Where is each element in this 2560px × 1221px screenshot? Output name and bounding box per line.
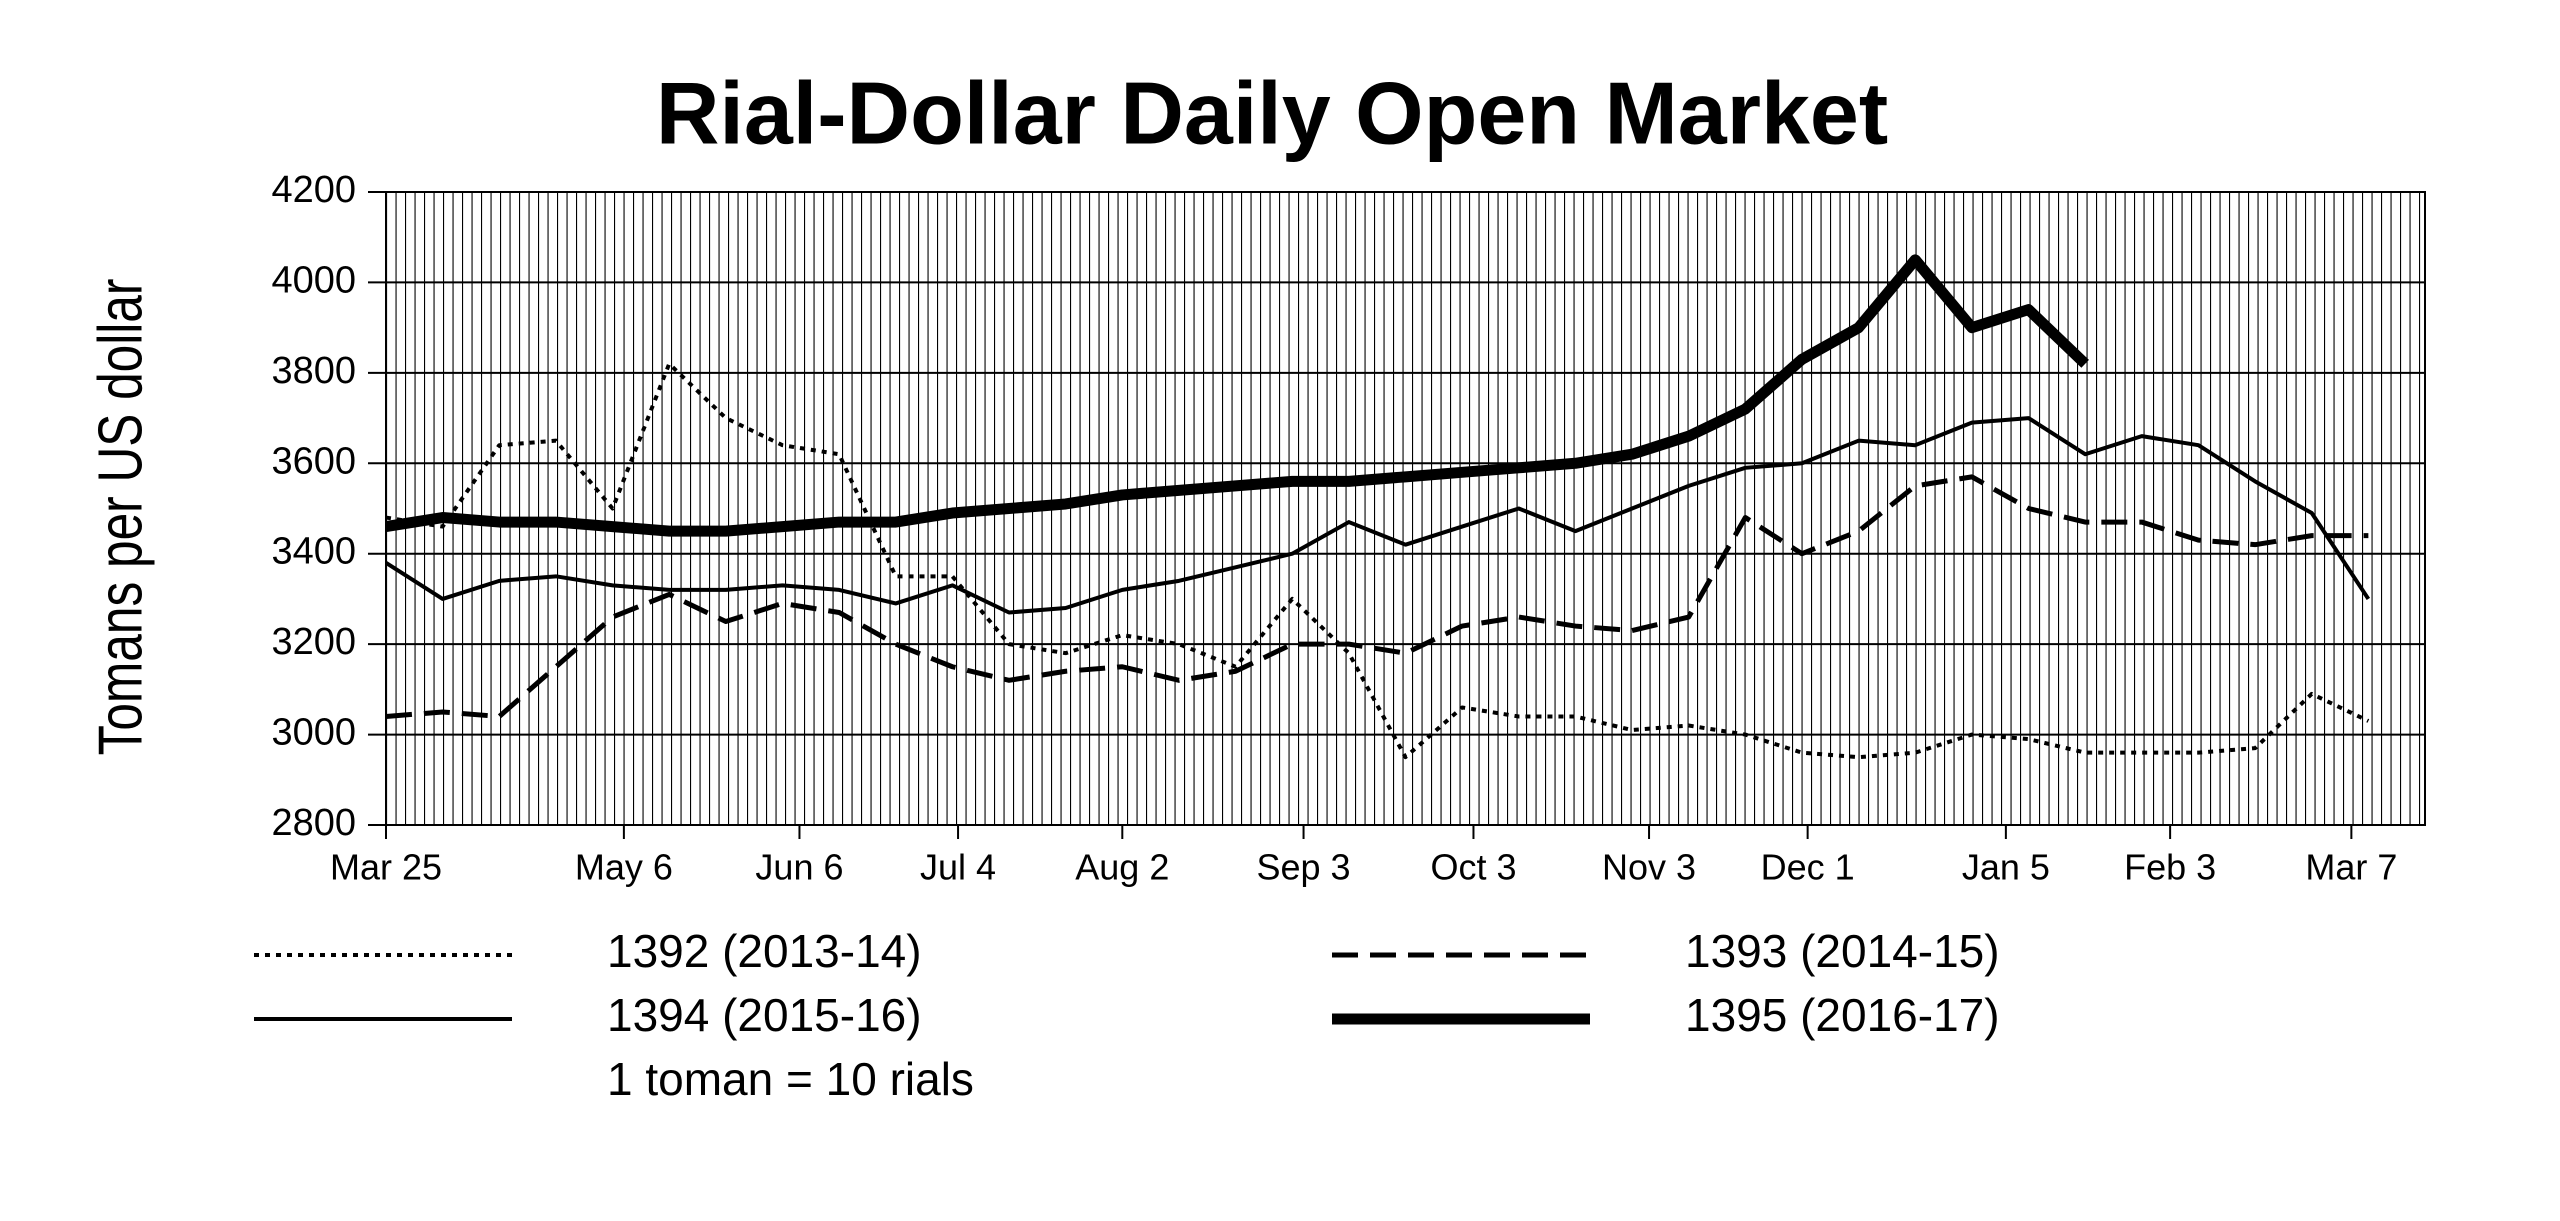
y-tick-label: 3400	[271, 531, 356, 573]
plot-frame	[385, 191, 2426, 826]
y-tick-label: 3800	[271, 350, 356, 392]
y-tick-label: 4000	[271, 259, 356, 301]
series-line	[384, 416, 2371, 615]
y-tick-label: 4200	[271, 169, 356, 211]
y-tick-label: 3000	[271, 712, 356, 754]
y-tick-label: 3200	[271, 621, 356, 663]
series-line	[385, 254, 2089, 537]
x-tick-label: Aug 2	[1075, 847, 1169, 888]
x-tick-label: May 6	[575, 847, 673, 888]
x-tick-label: Feb 3	[2124, 847, 2216, 888]
legend-label: 1394 (2015-16)	[607, 989, 922, 1041]
x-tick-label: Dec 1	[1761, 847, 1855, 888]
legend-label: 1395 (2016-17)	[1685, 989, 2000, 1041]
x-tick-label: Jan 5	[1962, 847, 2050, 888]
x-tick-label: Oct 3	[1430, 847, 1516, 888]
grid-pattern	[386, 192, 2425, 825]
y-tick-label: 2800	[271, 802, 356, 844]
x-tick-label: Mar 7	[2305, 847, 2397, 888]
legend-label: 1392 (2013-14)	[607, 925, 922, 977]
y-axis-label: Tomans per US dollar	[85, 279, 155, 756]
x-tick-label: Nov 3	[1602, 847, 1696, 888]
series-line	[385, 474, 2369, 719]
x-tick-label: Jun 6	[755, 847, 843, 888]
x-tick-label: Mar 25	[330, 847, 442, 888]
chart-title: Rial-Dollar Daily Open Market	[656, 63, 1888, 162]
x-tick-label: Jul 4	[920, 847, 996, 888]
series-line	[385, 361, 2370, 760]
legend-label: 1393 (2014-15)	[1685, 925, 2000, 977]
y-tick-label: 3600	[271, 440, 356, 482]
x-tick-label: Sep 3	[1257, 847, 1351, 888]
note: 1 toman = 10 rials	[607, 1053, 974, 1105]
